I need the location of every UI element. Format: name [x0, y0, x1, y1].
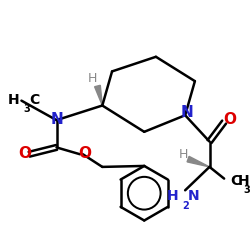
Text: O: O: [78, 146, 91, 161]
Text: H: H: [167, 189, 178, 203]
Polygon shape: [187, 156, 210, 167]
Text: H: H: [88, 72, 97, 85]
Text: 2: 2: [182, 201, 189, 211]
Text: O: O: [18, 146, 31, 161]
Text: C: C: [29, 93, 40, 107]
Text: H: H: [178, 148, 188, 161]
Text: N: N: [188, 189, 200, 203]
Text: N: N: [51, 112, 64, 127]
Text: C: C: [230, 174, 240, 188]
Text: 3: 3: [24, 104, 30, 114]
Text: O: O: [224, 112, 236, 127]
Text: H: H: [238, 174, 250, 188]
Text: N: N: [181, 105, 194, 120]
Text: 3: 3: [244, 186, 250, 196]
Polygon shape: [94, 85, 102, 105]
Text: H: H: [8, 93, 20, 107]
